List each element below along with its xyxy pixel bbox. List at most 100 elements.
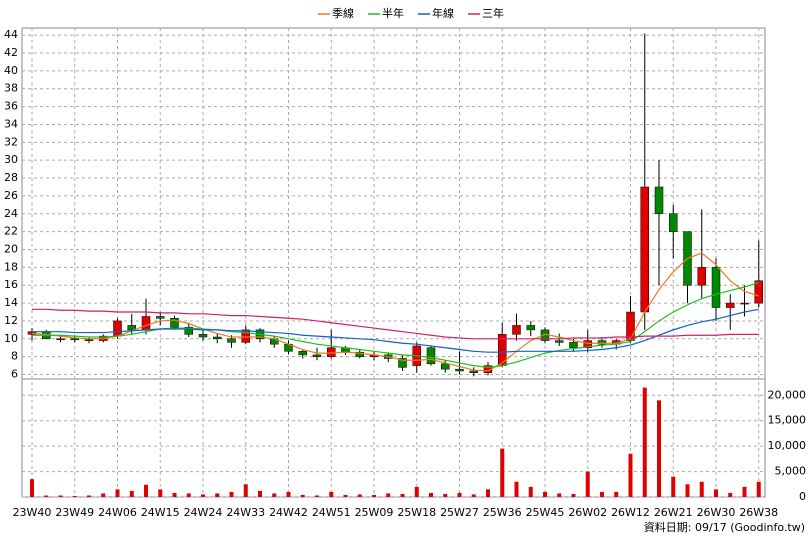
volume-bar <box>144 484 148 497</box>
y-tick-label: 34 <box>4 117 18 130</box>
source-note: 資料日期: 09/17 (Goodinfo.tw) <box>644 520 805 534</box>
x-tick-label: 25W27 <box>440 506 479 519</box>
candle-body <box>198 334 208 338</box>
ma-line <box>31 252 759 372</box>
y-tick-label: 14 <box>4 296 18 309</box>
y-tick-label: 18 <box>4 260 18 273</box>
y-tick-label: 10 <box>4 332 18 345</box>
volume-tick-label: 5,000 <box>775 465 807 478</box>
volume-bar <box>486 489 490 497</box>
volume-bar <box>72 495 77 497</box>
x-tick-label: 26W12 <box>611 506 650 519</box>
x-tick-label: 26W38 <box>739 506 778 519</box>
y-tick-label: 12 <box>4 314 18 327</box>
candle-body <box>526 325 535 331</box>
volume-bar <box>58 495 63 497</box>
volume-bar <box>44 495 49 497</box>
x-tick-label: 26W02 <box>568 506 607 519</box>
volume-bar <box>414 486 419 497</box>
candle-body <box>654 186 664 215</box>
candle-body <box>127 325 136 331</box>
volume-bar <box>286 491 291 497</box>
candle-body <box>312 354 322 357</box>
volume-bar <box>671 476 676 497</box>
ma-line <box>32 281 759 368</box>
y-tick-label: 24 <box>4 207 18 220</box>
volume-bar <box>443 493 448 497</box>
y-tick-label: 26 <box>4 189 18 202</box>
candle-body <box>697 267 706 286</box>
volume-bar <box>329 491 334 497</box>
candle-body <box>597 340 607 345</box>
x-tick-label: 25W09 <box>355 506 394 519</box>
volume-tick-label: 15,000 <box>768 414 807 427</box>
x-tick-label: 24W51 <box>312 506 351 519</box>
candle-body <box>298 351 307 356</box>
candle-body <box>213 336 222 340</box>
volume-bar <box>471 494 476 497</box>
ma-line <box>32 308 759 340</box>
y-tick-label: 6 <box>11 368 18 381</box>
x-tick-label: 24W33 <box>226 506 265 519</box>
volume-bar <box>714 489 718 497</box>
y-tick-label: 20 <box>4 242 18 255</box>
x-tick-label: 25W36 <box>483 506 522 519</box>
x-tick-label: 26W30 <box>697 506 736 519</box>
volume-bar <box>600 491 604 497</box>
volume-bar <box>315 495 319 497</box>
volume-bar <box>215 493 220 497</box>
volume-bar <box>30 479 34 497</box>
x-tick-label: 23W40 <box>13 506 52 519</box>
y-tick-label: 30 <box>4 153 18 166</box>
volume-tick-label: 20,000 <box>768 388 807 401</box>
x-tick-label: 25W18 <box>397 506 436 519</box>
volume-tick-label: 10,000 <box>768 439 807 452</box>
legend-label: 季線 <box>332 6 354 20</box>
y-tick-label: 8 <box>11 350 18 363</box>
candle-body <box>626 311 635 341</box>
x-tick-label: 26W21 <box>654 506 693 519</box>
volume-bar <box>87 495 91 497</box>
volume-bar <box>101 493 106 497</box>
volume-bar <box>357 494 362 497</box>
volume-bar <box>528 486 533 497</box>
candle-body <box>726 302 735 308</box>
candle-body <box>711 267 721 308</box>
volume-bar <box>272 493 277 497</box>
volume-bar <box>557 493 562 497</box>
legend-label: 年線 <box>432 6 454 20</box>
x-tick-label: 25W45 <box>526 506 565 519</box>
volume-bar <box>543 491 547 497</box>
volume-bar <box>201 494 205 497</box>
y-tick-label: 22 <box>4 225 18 238</box>
candle-body <box>227 338 236 343</box>
candle-body <box>740 302 749 305</box>
volume-bar <box>386 493 391 497</box>
candle-body <box>56 338 65 341</box>
volume-bar <box>685 484 690 497</box>
candle-body <box>555 340 564 343</box>
volume-bar <box>243 484 248 497</box>
volume-bar <box>614 491 619 497</box>
volume-bar <box>657 400 661 497</box>
candle-body <box>70 338 79 341</box>
y-tick-label: 32 <box>4 135 18 148</box>
volume-bar <box>158 489 163 497</box>
volume-bar <box>172 492 177 497</box>
candle-body <box>184 326 193 335</box>
candle-body <box>569 342 578 348</box>
candle-body <box>754 280 763 304</box>
candle-body <box>441 363 450 370</box>
volume-bar <box>756 481 761 497</box>
candle-body <box>113 320 122 337</box>
volume-bar <box>699 481 704 497</box>
candle-body <box>669 213 678 232</box>
volume-bar <box>258 490 262 497</box>
volume-bar <box>742 486 747 497</box>
candle-body <box>583 340 592 348</box>
y-tick-label: 16 <box>4 278 18 291</box>
volume-bar <box>115 489 120 497</box>
volume-bar <box>585 471 590 497</box>
candle-body <box>170 318 179 328</box>
